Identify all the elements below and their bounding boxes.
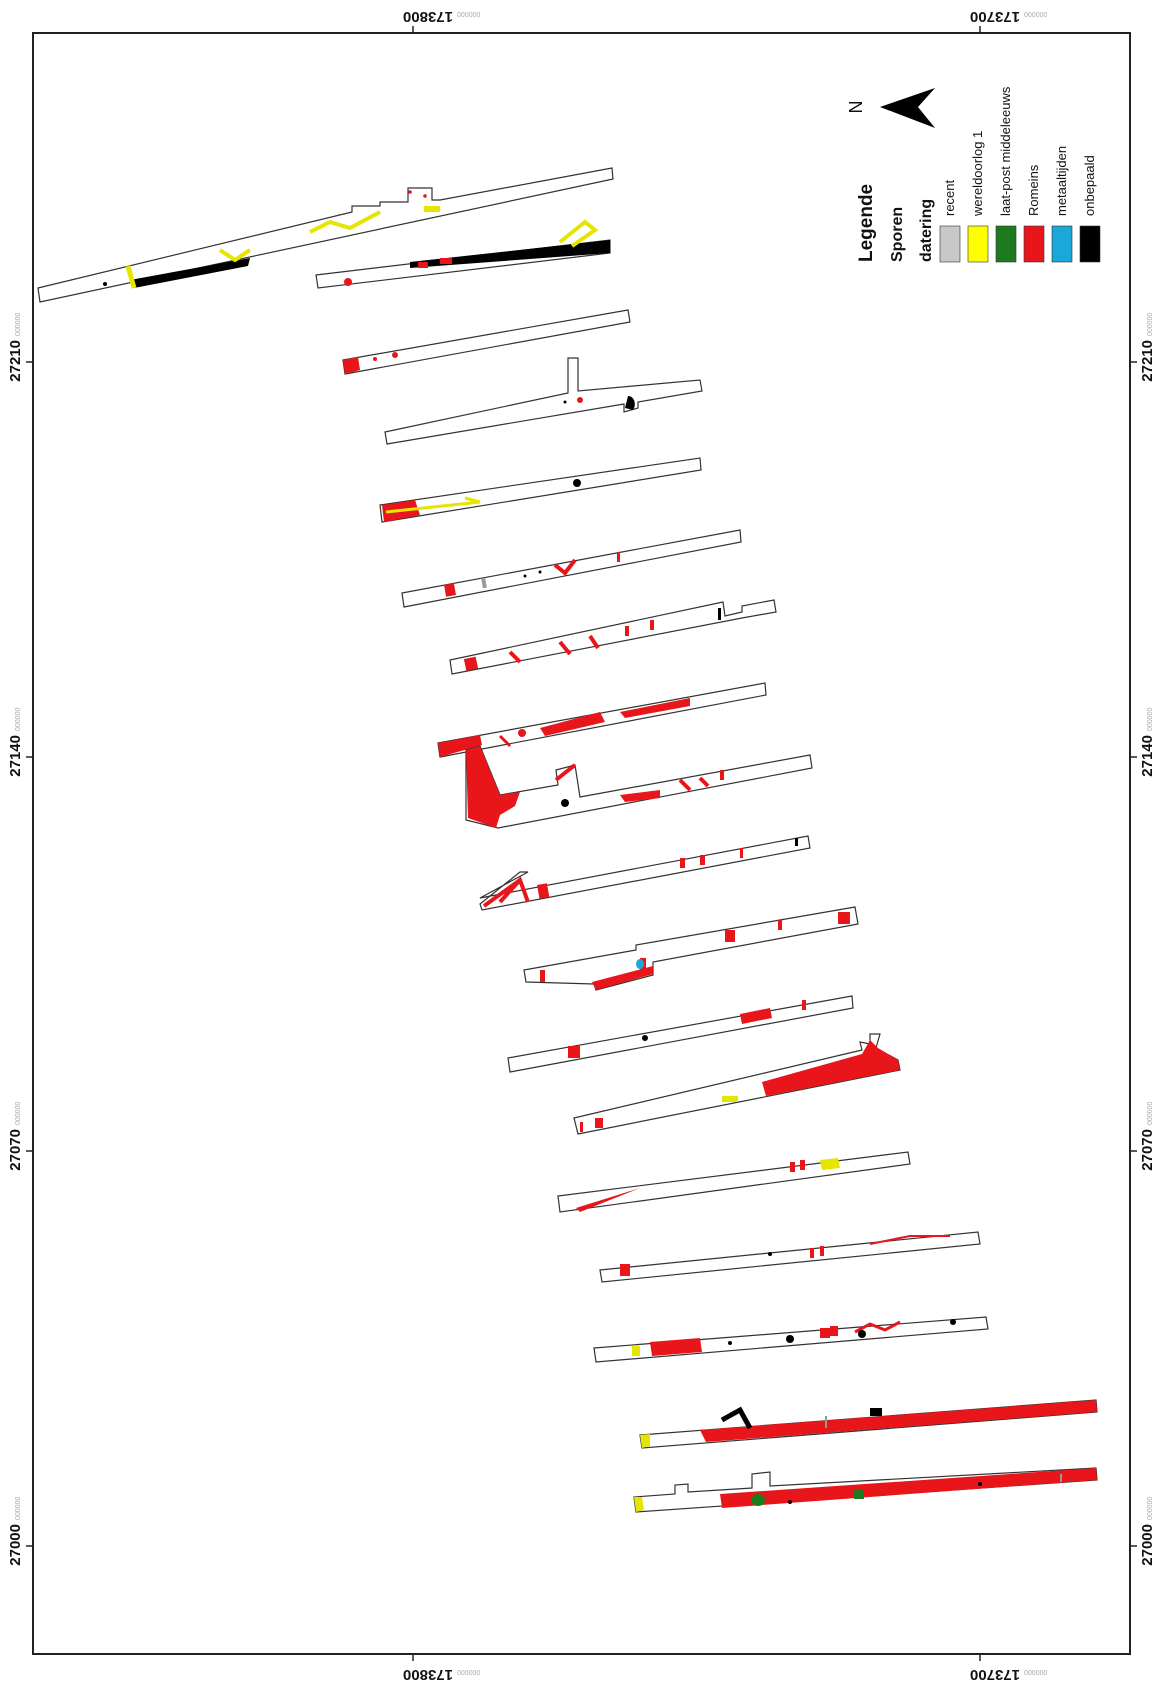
left-axis-label-2: 27140 000000	[7, 708, 24, 777]
north-arrow: N	[846, 88, 935, 128]
svg-text:27210: 27210	[1139, 340, 1156, 382]
legend-item-metaaltijden: metaaltijden	[1051, 146, 1073, 263]
right-axis-label-4: 27000 000000	[1139, 1497, 1156, 1566]
trench-9	[465, 745, 813, 829]
trench-5	[379, 457, 702, 523]
trench-7	[449, 599, 777, 675]
trench-18	[633, 1467, 1098, 1513]
svg-text:173700: 173700	[970, 8, 1020, 25]
trench-2	[315, 219, 611, 289]
svg-text:173700: 173700	[970, 1666, 1020, 1683]
svg-text:000000: 000000	[457, 1668, 480, 1675]
legend-item-wereldoorlog-1: wereldoorlog 1	[967, 131, 989, 263]
svg-text:27000: 27000	[7, 1524, 24, 1566]
svg-text:27000: 27000	[1139, 1524, 1156, 1566]
svg-text:000000: 000000	[1024, 1668, 1047, 1675]
top-axis-label-1: 173800 000000	[403, 8, 480, 25]
right-axis-label-2: 27140 000000	[1139, 708, 1156, 777]
trench-15	[599, 1231, 981, 1283]
trench-13	[573, 1033, 901, 1135]
legend-item-laat-post-middeleeuws: laat-post middeleeuws	[995, 86, 1017, 263]
trench-17	[639, 1399, 1098, 1449]
svg-text:27070: 27070	[7, 1129, 24, 1171]
svg-text:000000: 000000	[15, 313, 22, 336]
svg-text:27070: 27070	[1139, 1129, 1156, 1171]
bottom-axis-label-2: 173700 000000	[970, 1666, 1047, 1683]
bottom-axis-label-1: 173800 000000	[403, 1666, 480, 1683]
svg-text:000000: 000000	[457, 10, 480, 17]
svg-text:173800: 173800	[403, 1666, 453, 1683]
svg-text:000000: 000000	[1024, 10, 1047, 17]
svg-text:000000: 000000	[15, 708, 22, 731]
trench-6	[401, 529, 742, 608]
svg-text:laat-post middeleeuws: laat-post middeleeuws	[998, 86, 1013, 216]
trench-10	[479, 835, 811, 911]
legend: Legende Sporen datering recent wereldoor…	[856, 86, 1101, 263]
legend-swatch	[1023, 225, 1045, 263]
right-axis-label-1: 27210 000000	[1139, 313, 1156, 382]
legend-swatch	[995, 225, 1017, 263]
svg-text:Romeins: Romeins	[1026, 164, 1041, 216]
left-axis-label-1: 27210 000000	[7, 313, 24, 382]
svg-text:000000: 000000	[15, 1102, 22, 1125]
svg-text:000000: 000000	[1147, 1102, 1154, 1125]
trench-1-feature-black	[130, 258, 250, 288]
legend-swatch	[1051, 225, 1073, 263]
svg-text:000000: 000000	[1147, 313, 1154, 336]
trench-3	[342, 309, 631, 375]
svg-text:metaaltijden: metaaltijden	[1054, 146, 1069, 216]
svg-text:27210: 27210	[7, 340, 24, 382]
trench-4	[384, 357, 703, 445]
legend-subtitle: Sporen	[889, 207, 906, 262]
trench-8	[437, 682, 767, 758]
legend-item-onbepaald: onbepaald	[1079, 155, 1101, 263]
map-frame	[32, 32, 1131, 1655]
right-axis-label-3: 27070 000000	[1139, 1102, 1156, 1171]
legend-item-romeins: Romeins	[1023, 164, 1045, 263]
svg-text:173800: 173800	[403, 8, 453, 25]
north-label: N	[846, 101, 866, 114]
top-axis-label-2: 173700 000000	[970, 8, 1047, 25]
left-axis-label-4: 27000 000000	[7, 1497, 24, 1566]
svg-text:000000: 000000	[1147, 1497, 1154, 1520]
svg-text:000000: 000000	[1147, 708, 1154, 731]
north-arrow-icon	[880, 88, 935, 128]
legend-item-recent: recent	[939, 179, 961, 263]
trench-11	[523, 906, 859, 991]
legend-title: Legende	[856, 184, 877, 262]
svg-text:wereldoorlog 1: wereldoorlog 1	[970, 131, 985, 217]
svg-text:27140: 27140	[1139, 735, 1156, 777]
left-axis-label-3: 27070 000000	[7, 1102, 24, 1171]
legend-group: datering	[918, 199, 935, 262]
trenches	[37, 167, 1098, 1513]
trench-12	[507, 995, 854, 1073]
svg-text:onbepaald: onbepaald	[1082, 155, 1097, 216]
svg-text:000000: 000000	[15, 1497, 22, 1520]
trench-1	[37, 167, 614, 303]
axis-ticks	[26, 26, 1137, 1661]
legend-swatch	[939, 225, 961, 263]
legend-swatch	[967, 225, 989, 263]
trench-14	[557, 1151, 911, 1213]
svg-text:recent: recent	[942, 179, 957, 216]
trench-16	[593, 1316, 989, 1363]
legend-swatch	[1079, 225, 1101, 263]
svg-text:27140: 27140	[7, 735, 24, 777]
